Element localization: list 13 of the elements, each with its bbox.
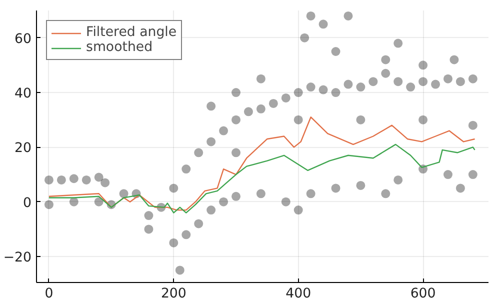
x-tick-label: 400 (286, 286, 312, 300)
x-tick-label: 0 (44, 286, 54, 300)
legend-label: Filtered angle (86, 25, 177, 40)
y-tick-label: 40 (14, 86, 32, 102)
x-tick-label: 600 (410, 286, 436, 300)
y-tick-label: −20 (3, 250, 32, 266)
legend-label: smoothed (86, 40, 153, 55)
x-tick-label: 200 (160, 286, 186, 300)
line-series (48, 144, 476, 214)
y-tick-label: 0 (23, 196, 32, 211)
line-series (48, 116, 476, 211)
y-tick-label: 60 (14, 32, 32, 47)
y-tick-label: 20 (14, 141, 32, 156)
